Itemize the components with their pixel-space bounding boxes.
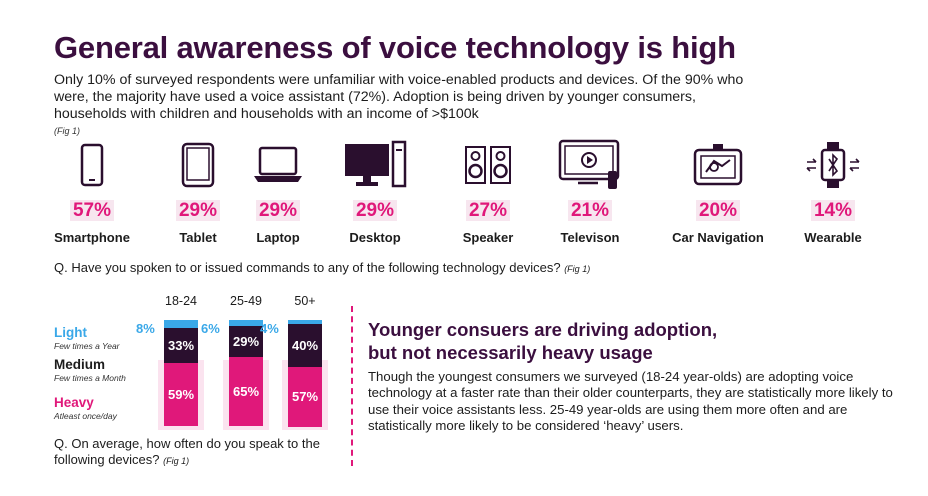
question-frequency-line1: Q. On average, how often do you speak to…: [54, 436, 320, 451]
car-navigation-icon: [653, 140, 783, 190]
device-label: Smartphone: [54, 230, 130, 245]
page-title: General awareness of voice technology is…: [54, 30, 736, 65]
light-segment-label: 8%: [136, 321, 155, 336]
device-televison: 21% Televison: [525, 139, 655, 245]
device-percentage: 14%: [768, 200, 898, 222]
legend-light-desc: Few times a Year: [54, 341, 120, 351]
question-frequency-fig: (Fig 1): [163, 456, 190, 466]
laptop-icon: [213, 140, 343, 190]
age-group-label: 18-24: [165, 294, 197, 308]
television-icon: [525, 139, 655, 190]
device-label: Laptop: [256, 230, 300, 245]
device-percentage: 29%: [310, 200, 440, 222]
legend-heavy-desc: Atleast once/day: [54, 411, 117, 421]
desktop-icon: [310, 140, 440, 190]
device-label: Car Navigation: [672, 230, 764, 245]
device-label: Televison: [560, 230, 620, 245]
age-group-label: 50+: [294, 294, 316, 308]
legend-medium-desc: Few times a Month: [54, 373, 126, 383]
question-devices-text: Q. Have you spoken to or issued commands…: [54, 260, 561, 275]
insight-text: Though the youngest consumers we surveye…: [368, 369, 893, 433]
device-speaker: 27% Speaker: [423, 140, 553, 245]
bar-segment-light: [164, 320, 198, 329]
bar-segment-medium: 40%: [288, 324, 322, 367]
question-frequency: Q. On average, how often do you speak to…: [54, 436, 320, 469]
bar-segment-medium: 33%: [164, 328, 198, 364]
device-label: Wearable: [804, 230, 862, 245]
bar-segment-medium: 29%: [229, 326, 263, 358]
device-percentage: 27%: [423, 200, 553, 222]
device-tablet: 29% Tablet: [133, 140, 263, 245]
device-percentage: 29%: [133, 200, 263, 222]
tablet-icon: [133, 140, 263, 190]
light-segment-label: 6%: [201, 321, 220, 336]
device-usage-chart: 57% Smartphone 29% Tablet 29% Laptop 29% Deskto…: [27, 139, 910, 250]
device-label: Tablet: [179, 230, 217, 245]
device-percentage: 21%: [525, 200, 655, 222]
legend-light-name: Light: [54, 325, 87, 340]
bar-segment-light: [288, 320, 322, 325]
fig-note: (Fig 1): [54, 126, 81, 136]
insight-heading-line1: Younger consuers are driving adoption,: [368, 319, 718, 340]
device-wearable: 14% Wearable: [768, 140, 898, 245]
legend-medium-name: Medium: [54, 357, 106, 372]
device-label: Desktop: [349, 230, 401, 245]
page-subtitle: Only 10% of surveyed respondents were un…: [54, 72, 744, 122]
question-frequency-line2: following devices?: [54, 452, 160, 467]
bar-segment-heavy: 65%: [229, 357, 263, 426]
device-percentage: 20%: [653, 200, 783, 222]
legend-medium: Medium Few times a Month: [54, 357, 126, 383]
device-car-navigation: 20% Car Navigation: [653, 140, 783, 245]
insight-heading: Younger consuers are driving adoption, b…: [368, 318, 717, 364]
bar-segment-heavy: 57%: [288, 366, 322, 428]
device-label: Speaker: [462, 230, 514, 245]
speaker-icon: [423, 140, 553, 190]
device-desktop: 29% Desktop: [310, 140, 440, 245]
smartphone-icon: [27, 140, 157, 190]
device-smartphone: 57% Smartphone: [27, 140, 157, 245]
bar-segment-light: [229, 320, 263, 327]
insight-heading-line2: but not necessarily heavy usage: [368, 342, 653, 363]
device-percentage: 29%: [213, 200, 343, 222]
light-segment-label: 4%: [260, 321, 279, 336]
question-devices-fig: (Fig 1): [564, 264, 591, 274]
section-divider: [351, 306, 353, 466]
bar-segment-heavy: 59%: [164, 363, 198, 426]
legend-heavy: Heavy Atleast once/day: [54, 395, 117, 421]
legend-heavy-name: Heavy: [54, 395, 94, 410]
age-group-label: 25-49: [230, 294, 262, 308]
legend-light: Light Few times a Year: [54, 325, 120, 351]
device-percentage: 57%: [27, 200, 157, 222]
wearable-icon: [768, 140, 898, 190]
device-laptop: 29% Laptop: [213, 140, 343, 245]
question-devices: Q. Have you spoken to or issued commands…: [54, 260, 590, 275]
